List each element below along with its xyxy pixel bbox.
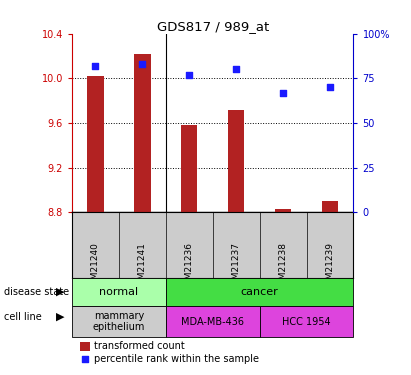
- Text: HCC 1954: HCC 1954: [282, 316, 331, 327]
- Bar: [260, 306, 353, 337]
- Point: [92, 63, 99, 69]
- Point: [280, 90, 286, 96]
- Bar: [228, 110, 245, 212]
- Text: percentile rank within the sample: percentile rank within the sample: [95, 354, 259, 364]
- Bar: [181, 125, 197, 212]
- Text: GSM21237: GSM21237: [232, 242, 241, 291]
- Text: transformed count: transformed count: [95, 341, 185, 351]
- Point: [139, 61, 145, 67]
- Text: GSM21240: GSM21240: [91, 242, 100, 291]
- Text: GSM21239: GSM21239: [326, 242, 335, 291]
- Text: normal: normal: [99, 287, 139, 297]
- Text: cell line: cell line: [4, 312, 42, 322]
- Bar: [72, 306, 166, 337]
- Bar: [166, 278, 353, 306]
- Point: [233, 66, 240, 72]
- Bar: [275, 209, 291, 212]
- Text: disease state: disease state: [4, 287, 69, 297]
- Text: GSM21241: GSM21241: [138, 242, 147, 291]
- Bar: [322, 201, 338, 212]
- Bar: [166, 306, 260, 337]
- Point: [186, 72, 192, 78]
- Bar: [72, 278, 166, 306]
- Text: mammary
epithelium: mammary epithelium: [92, 311, 145, 333]
- Text: MDA-MB-436: MDA-MB-436: [181, 316, 244, 327]
- Bar: [134, 54, 150, 212]
- Bar: [87, 76, 104, 212]
- Text: ▶: ▶: [56, 287, 65, 297]
- Point: [327, 84, 333, 90]
- Text: GSM21238: GSM21238: [279, 242, 288, 291]
- Bar: [81, 342, 90, 351]
- Point: [82, 356, 89, 362]
- Title: GDS817 / 989_at: GDS817 / 989_at: [157, 20, 269, 33]
- Text: cancer: cancer: [241, 287, 279, 297]
- Text: ▶: ▶: [56, 312, 65, 322]
- Text: GSM21236: GSM21236: [185, 242, 194, 291]
